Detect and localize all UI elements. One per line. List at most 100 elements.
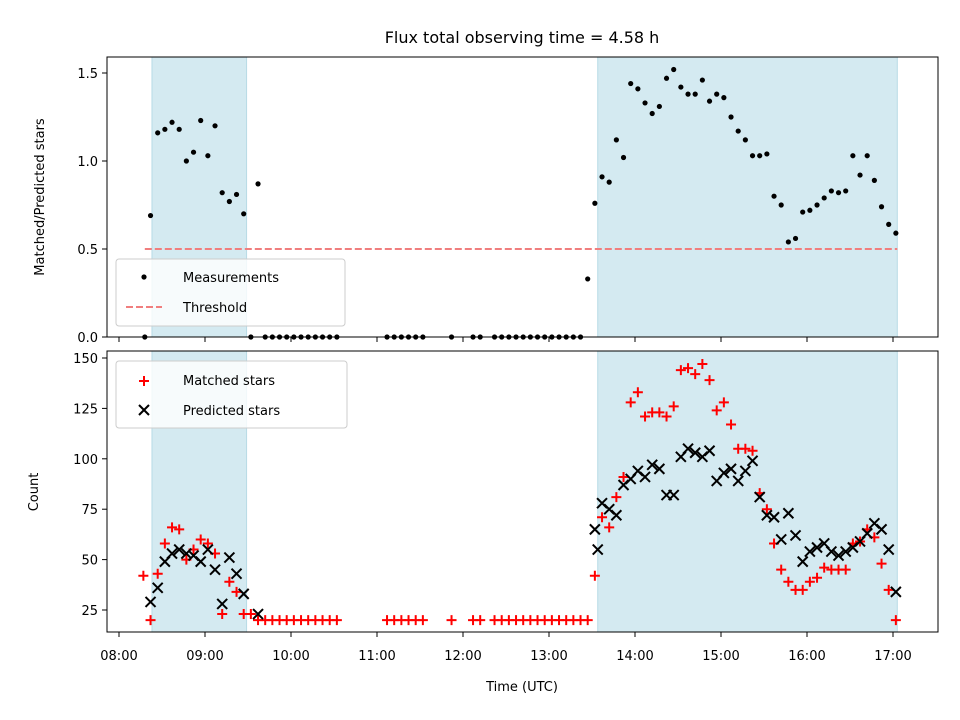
legend-measurements-marker [141,274,147,280]
matched-stars-point [747,445,758,456]
predicted-stars-point [202,543,214,556]
top-y-axis-label: Matched/Predicted stars [33,118,48,276]
measurement-point [771,193,777,199]
measurement-point [692,91,698,97]
measurement-point [585,276,591,282]
predicted-stars-point [875,523,888,536]
matched-stars-point [675,365,686,376]
matched-stars-point [711,405,722,416]
matched-stars-point [804,576,815,587]
matched-stars-point [625,397,636,408]
predicted-stars-point [732,475,744,487]
measurement-point [635,86,641,92]
matched-stars-point [446,615,457,626]
matched-stars-point [704,375,715,386]
measurement-point [678,84,684,90]
top-shaded-interval-2 [597,56,898,338]
bottom-x-tick-label: 11:00 [358,649,395,664]
predicted-stars-point [151,582,164,594]
matched-stars-point [668,401,679,412]
matched-stars-point [174,524,185,535]
measurement-point [198,117,204,124]
predicted-stars-point [746,455,759,467]
matched-stars-point [640,411,651,422]
bottom-legend: Matched stars Predicted stars [115,360,348,429]
bottom-x-tick-label: 13:00 [530,649,567,664]
measurement-point [821,195,827,201]
legend-predicted-label: Predicted stars [183,404,280,419]
bottom-x-tick-label: 10:00 [272,649,309,664]
predicted-stars-point [804,545,816,558]
matched-stars-point [138,570,149,581]
matched-stars-point [331,615,342,626]
predicted-stars-point [610,509,623,521]
measurement-point [620,154,627,161]
predicted-stars-point [811,541,823,554]
top-legend: Measurements Threshold [115,258,346,327]
bottom-y-tick-label: 125 [73,402,98,417]
matched-stars-point [582,615,593,626]
measurement-point [606,179,612,185]
matched-stars-point [661,411,672,422]
predicted-stars-point [768,511,780,523]
chart-title: Flux total observing time = 4.58 h [385,28,660,47]
predicted-stars-point [839,545,852,558]
matched-stars-point [202,538,213,549]
measurement-point [857,172,863,178]
measurement-point [656,103,662,110]
measurement-point [642,100,648,106]
predicted-stars-point [861,527,873,540]
matched-stars-point [417,615,428,626]
predicted-stars-point [237,588,250,600]
measurement-point [735,128,741,134]
predicted-stars-point [703,445,716,457]
matched-stars-point [690,369,701,380]
matched-stars-point [697,359,708,370]
bottom-x-tick-label: 08:00 [100,649,137,664]
bottom-x-tick-label: 16:00 [788,649,825,664]
predicted-stars-point [725,463,737,475]
measurement-point [599,174,605,180]
measurement-point [685,91,691,97]
matched-stars-point [589,570,600,581]
measurement-point [649,110,655,117]
bottom-x-tick-label: 17:00 [874,649,911,664]
matched-stars-point [890,615,901,626]
measurement-point [785,239,791,245]
measurement-point [155,130,161,136]
matched-stars-point [632,387,643,398]
measurement-point [800,209,806,215]
predicted-stars-point [796,555,809,568]
top-panel-frame [106,56,939,338]
bottom-y-tick-label: 150 [73,352,98,367]
matched-stars-point [883,584,894,595]
predicted-stars-point [252,608,264,620]
measurement-point [778,202,784,208]
matched-stars-point [761,504,772,515]
matched-stars-point [475,615,486,626]
matched-stars-point [740,443,751,454]
predicted-stars-point [180,547,193,560]
matched-stars-point [217,609,228,620]
matched-stars-point [618,471,629,482]
predicted-stars-point [761,509,773,521]
predicted-stars-point [646,459,658,471]
measurement-point [628,80,634,87]
measurement-point [757,153,763,159]
matched-stars-point [797,584,808,595]
predicted-stars-point [789,529,802,542]
matched-stars-point [604,522,615,533]
measurement-point [169,119,175,125]
matched-stars-point [819,562,830,573]
matched-stars-point [683,363,694,374]
legend-measurements-label: Measurements [183,271,279,286]
measurement-point [190,149,197,155]
matched-stars-point [224,576,235,587]
bottom-x-tick-label: 14:00 [616,649,653,664]
matched-stars-point [231,586,242,597]
measurement-point [226,198,232,205]
measurement-point [714,91,720,97]
predicted-stars-point [718,467,730,479]
measurement-point [205,153,211,159]
